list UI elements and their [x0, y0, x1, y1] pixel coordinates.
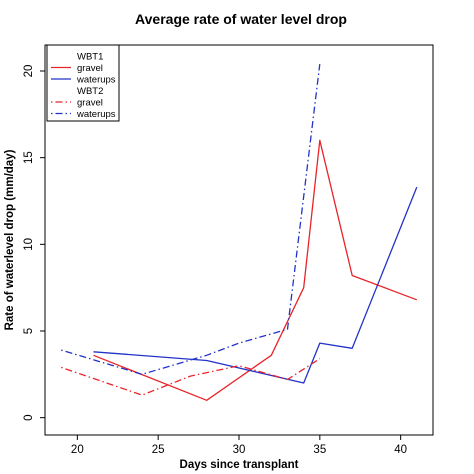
- series-line-wbt2-waterups: [61, 64, 321, 375]
- legend-label: waterups: [76, 75, 116, 86]
- y-tick-label: 5: [23, 328, 35, 334]
- x-tick-label: 30: [233, 444, 246, 456]
- y-tick-label: 15: [23, 151, 35, 164]
- x-tick-label: 35: [313, 444, 326, 456]
- legend-label: waterups: [76, 109, 116, 120]
- chart-title: Average rate of water level drop: [135, 11, 347, 27]
- y-tick-label: 0: [23, 414, 35, 420]
- x-tick-label: 40: [394, 444, 407, 456]
- x-axis-title: Days since transplant: [180, 459, 299, 471]
- series-line-wbt1-gravel: [93, 139, 418, 401]
- x-tick-label: 20: [71, 444, 84, 456]
- y-tick-label: 10: [23, 238, 35, 251]
- x-tick-label: 25: [152, 444, 165, 456]
- series-line-wbt1-waterups: [93, 186, 418, 384]
- legend-group-header: WBT1: [77, 52, 103, 63]
- y-axis-title: Rate of waterlevel drop (mm/day): [4, 149, 16, 330]
- series-line-wbt2-gravel: [60, 358, 321, 396]
- x-axis: 20 25 30 35 40: [71, 435, 407, 456]
- legend-label: gravel: [77, 63, 103, 74]
- legend-label: gravel: [77, 98, 103, 109]
- plot-frame: [44, 44, 434, 436]
- legend-box: [46, 44, 120, 122]
- y-axis: 0 5 10 15 20: [23, 65, 45, 421]
- legend-group-header: WBT2: [77, 86, 103, 97]
- y-tick-label: 20: [23, 65, 35, 78]
- series-layer: [60, 64, 418, 401]
